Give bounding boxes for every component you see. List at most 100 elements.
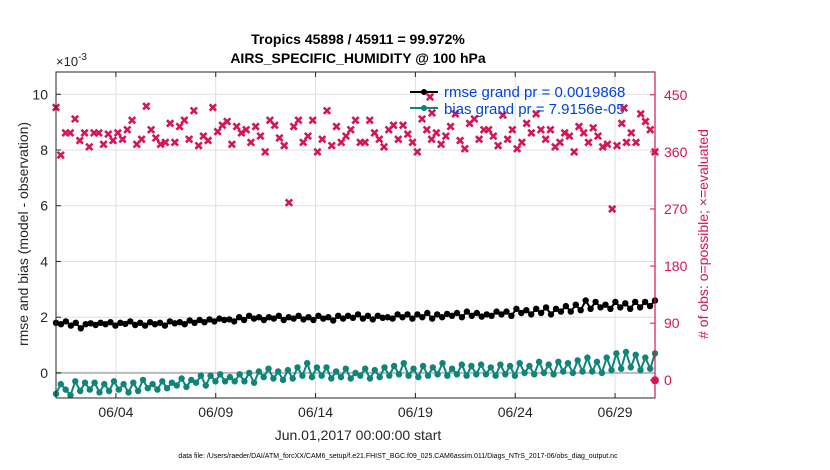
obs-marker — [398, 121, 408, 130]
obs-marker-stroke — [99, 140, 108, 149]
data-point — [632, 298, 639, 306]
data-point — [344, 312, 352, 319]
obs-marker — [565, 131, 574, 141]
obs-marker — [113, 128, 122, 138]
data-point — [405, 372, 412, 379]
obs-marker — [470, 114, 479, 124]
data-point — [552, 305, 560, 312]
data-point — [448, 365, 456, 372]
obs-marker-stroke — [246, 138, 256, 147]
obs-marker — [365, 116, 374, 125]
obs-marker — [522, 119, 531, 128]
obs-marker-stroke — [194, 141, 203, 150]
data-point — [231, 318, 238, 325]
obs-marker — [612, 141, 622, 150]
data-point — [226, 316, 233, 323]
data-point — [186, 317, 193, 324]
data-point — [371, 366, 378, 374]
data-point — [270, 375, 277, 382]
obs-marker-stroke — [527, 128, 536, 138]
data-point — [141, 322, 149, 329]
data-point — [255, 314, 263, 321]
data-point — [122, 320, 129, 328]
data-point — [518, 309, 525, 317]
obs-marker — [432, 128, 441, 138]
data-point — [535, 358, 543, 365]
obs-marker — [593, 131, 603, 141]
obs-marker — [541, 135, 550, 144]
obs-marker-stroke — [332, 122, 341, 131]
data-point — [352, 369, 359, 377]
data-point — [400, 360, 407, 367]
data-point — [528, 311, 535, 318]
legend: rmse grand pr = 0.0019868 bias grand pr … — [410, 84, 629, 118]
obs-marker-stroke — [598, 142, 607, 151]
data-point — [102, 321, 109, 328]
data-point — [434, 311, 441, 318]
data-point — [333, 368, 340, 375]
data-point — [384, 314, 391, 321]
data-point — [473, 371, 480, 378]
data-point — [120, 380, 127, 388]
obs-marker — [455, 136, 465, 145]
data-point — [196, 316, 203, 324]
obs-marker-stroke — [422, 125, 431, 134]
data-point — [477, 361, 485, 368]
data-point — [632, 351, 639, 358]
obs-marker-stroke — [522, 119, 531, 128]
obs-marker-stroke — [256, 131, 265, 141]
chart-title: Tropics 45898 / 45911 = 99.972% — [251, 31, 465, 47]
obs-marker-stroke — [265, 116, 275, 125]
data-point — [390, 362, 398, 370]
data-point — [502, 371, 509, 378]
data-point — [231, 378, 238, 385]
obs-marker-stroke — [180, 116, 189, 125]
data-point — [637, 366, 644, 374]
data-point — [134, 387, 142, 395]
data-point — [557, 308, 565, 315]
obs-marker — [242, 125, 251, 134]
obs-marker — [351, 116, 360, 125]
data-point — [453, 309, 461, 317]
data-point — [493, 308, 500, 315]
obs-marker — [608, 204, 617, 214]
x-tick-label: 06/19 — [398, 404, 433, 420]
data-point — [482, 371, 490, 378]
data-point — [642, 354, 649, 361]
data-point — [325, 314, 332, 321]
data-point — [641, 298, 649, 306]
data-point — [246, 369, 253, 377]
data-point — [414, 311, 421, 318]
obs-marker-stroke — [555, 138, 565, 147]
data-point — [369, 316, 376, 323]
data-point — [636, 304, 644, 311]
data-point — [67, 322, 75, 329]
data-point — [206, 316, 213, 323]
data-point — [458, 314, 466, 321]
data-point — [579, 368, 586, 375]
data-point — [444, 372, 451, 379]
data-point — [72, 319, 80, 326]
obs-marker — [375, 135, 384, 144]
data-point — [72, 378, 79, 385]
data-point — [473, 309, 480, 317]
obs-marker-stroke — [94, 128, 103, 138]
obs-marker-stroke — [104, 130, 113, 139]
data-file-note: data file: /Users/raeder/DAI/ATM_forcXX/… — [178, 453, 618, 460]
y-left-tick-label: 2 — [40, 309, 48, 325]
data-point — [125, 389, 132, 396]
obs-marker-stroke — [337, 138, 346, 147]
data-point — [545, 361, 552, 368]
obs-marker — [641, 117, 650, 126]
obs-marker-stroke — [289, 122, 298, 131]
data-point — [236, 371, 243, 378]
data-point — [354, 311, 362, 318]
data-point — [487, 364, 494, 371]
obs-marker-stroke — [156, 140, 165, 149]
data-point — [308, 373, 316, 381]
obs-marker-stroke — [417, 114, 427, 124]
data-point — [506, 362, 514, 370]
data-point — [310, 316, 317, 324]
data-point — [379, 314, 386, 321]
y-axis-label-left: rmse and bias (model - observation) — [15, 122, 31, 346]
